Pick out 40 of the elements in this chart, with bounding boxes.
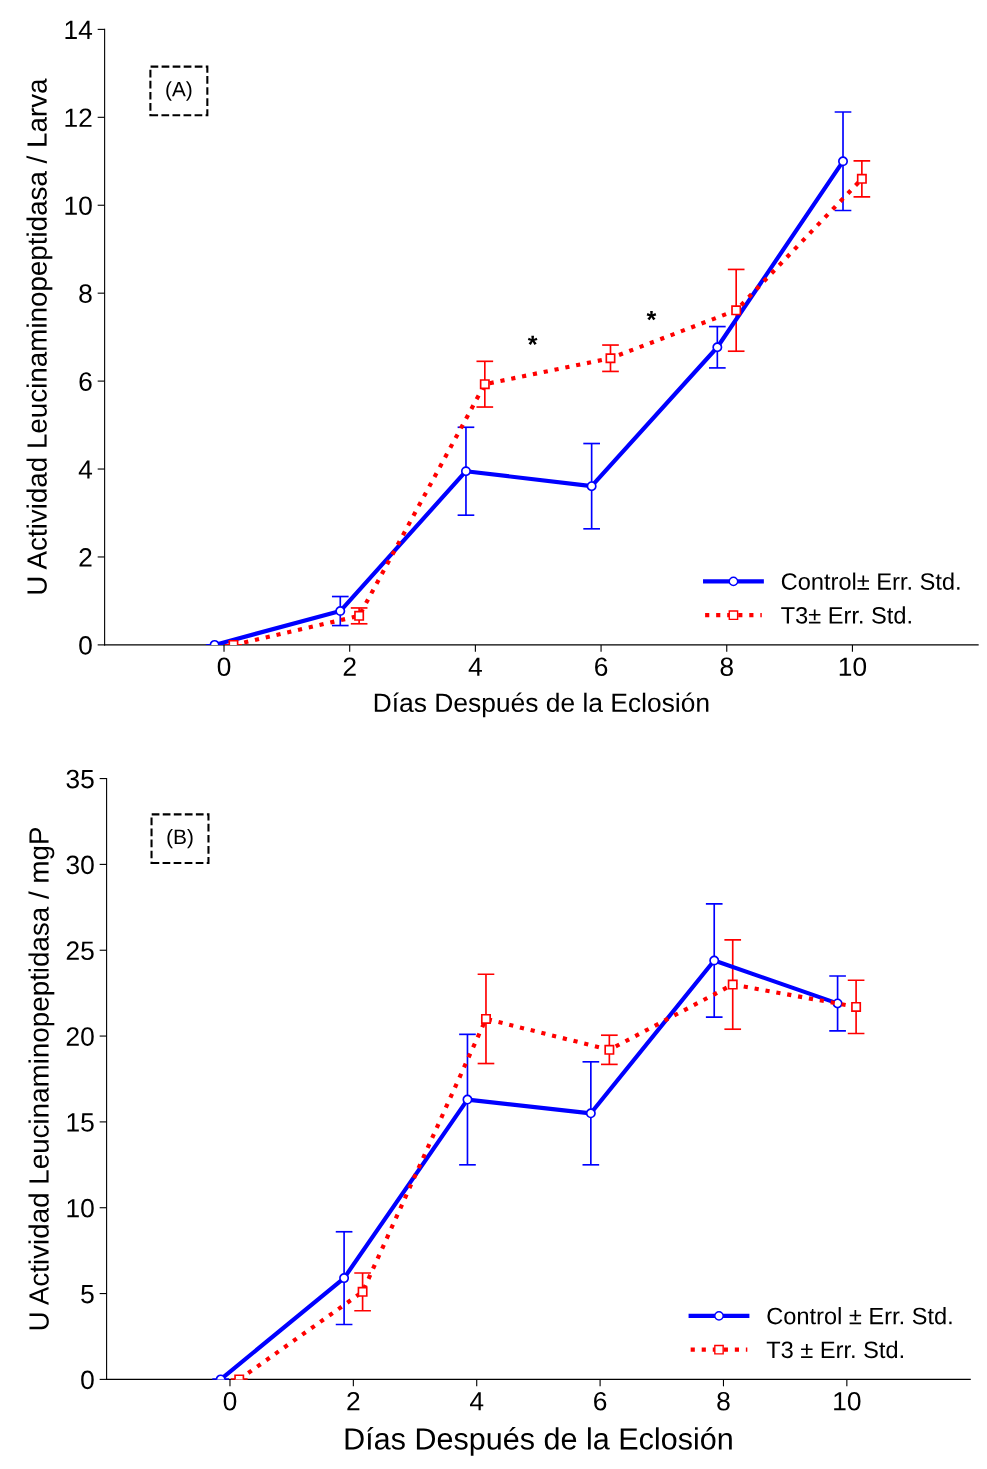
y-tick-label: 12 (65, 108, 92, 127)
y-tick-label: 10 (67, 1198, 94, 1218)
y-tick-label: 10 (65, 196, 92, 216)
y-tick-label: 4 (78, 460, 93, 479)
y-tick-label: 2 (79, 548, 92, 567)
y-tick-label: 20 (66, 1027, 94, 1046)
x-tick-label: 10 (839, 657, 867, 677)
y-tick-label: 8 (79, 284, 92, 303)
x-tick-label: 2 (347, 1391, 360, 1411)
x-tick-label: 0 (223, 1391, 237, 1411)
legend-label: Control ± Err. Std. (767, 1307, 952, 1325)
y-tick-label: 0 (81, 1370, 94, 1390)
x-tick-label: 0 (217, 657, 231, 677)
x-tick-label: 2 (343, 657, 356, 676)
x-axis-title: Días Después de la Eclosión (374, 692, 709, 718)
legend-label: T3± Err. Std. (781, 606, 911, 624)
x-tick-label: 8 (717, 1391, 730, 1411)
x-tick-label: 4 (469, 1392, 484, 1411)
legend-label: T3 ± Err. Std. (766, 1340, 903, 1359)
legend-label: Control± Err. Std. (781, 572, 960, 590)
annotation: (B) (167, 828, 193, 849)
y-tick-label: 0 (79, 636, 92, 655)
y-axis-title: U Actividad Leucinaminopeptidasa / mgP (28, 827, 55, 1330)
x-tick-label: 6 (594, 1391, 607, 1411)
y-tick-label: 6 (79, 372, 92, 391)
y-axis-title: U Actividad Leucinaminopeptidasa / Larva (26, 78, 53, 594)
y-tick-label: 25 (66, 941, 94, 961)
y-tick-label: 5 (81, 1284, 94, 1304)
x-tick-label: 4 (468, 657, 482, 676)
y-tick-label: 15 (67, 1113, 94, 1132)
y-tick-label: 14 (65, 20, 93, 39)
annotation: (A) (166, 81, 192, 101)
x-tick-label: 6 (595, 657, 608, 677)
y-tick-label: 35 (66, 769, 94, 789)
annotation: * (646, 311, 657, 321)
y-tick-label: 30 (66, 855, 94, 875)
x-tick-label: 10 (834, 1391, 861, 1411)
x-axis-title: Días Después de la Eclosión (345, 1426, 732, 1456)
annotation: * (527, 335, 538, 345)
x-tick-label: 8 (720, 657, 733, 677)
